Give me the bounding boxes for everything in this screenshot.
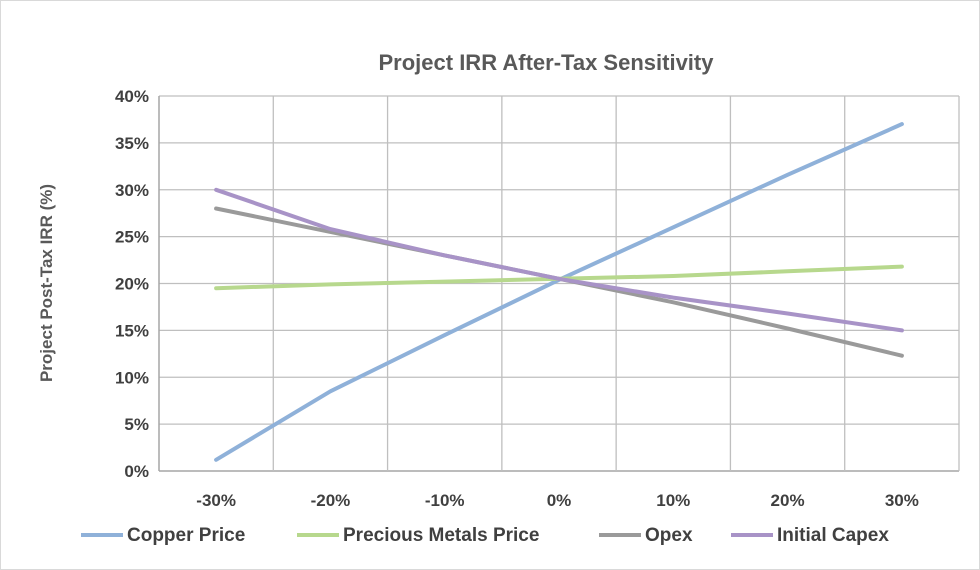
legend-item-initial-capex: Initial Capex <box>731 525 889 546</box>
y-tick-label: 5% <box>124 415 149 434</box>
y-tick-label: 10% <box>115 368 149 387</box>
x-tick-label: 20% <box>771 491 805 510</box>
legend-label: Opex <box>645 525 693 546</box>
x-tick-label: 10% <box>656 491 690 510</box>
y-tick-label: 35% <box>115 134 149 153</box>
legend-label: Initial Capex <box>777 525 889 546</box>
gridlines <box>158 95 960 472</box>
series-line-copper-price <box>214 122 904 462</box>
x-tick-labels: -30% -20% -10% 0% 10% 20% 30% <box>196 491 919 510</box>
series-line-initial-capex <box>214 187 904 333</box>
chart-title: Project IRR After-Tax Sensitivity <box>379 50 715 75</box>
x-tick-label: -20% <box>311 491 351 510</box>
y-axis-label: Project Post-Tax IRR (%) <box>37 184 56 382</box>
legend: Copper Price Precious Metals Price Opex Ini… <box>81 525 889 546</box>
legend-label: Copper Price <box>127 525 245 546</box>
y-tick-label: 40% <box>115 87 149 106</box>
legend-item-opex: Opex <box>599 525 693 546</box>
x-tick-label: 30% <box>885 491 919 510</box>
series-lines <box>214 122 904 462</box>
series-line-opex <box>214 206 904 358</box>
x-tick-label: -30% <box>196 491 236 510</box>
legend-item-precious-metals-price: Precious Metals Price <box>297 525 539 546</box>
y-tick-label: 15% <box>115 321 149 340</box>
y-tick-label: 30% <box>115 181 149 200</box>
y-tick-labels: 0% 5% 10% 15% 20% 25% 30% 35% 40% <box>115 87 149 481</box>
y-tick-label: 20% <box>115 275 149 294</box>
legend-label: Precious Metals Price <box>343 525 539 546</box>
legend-item-copper-price: Copper Price <box>81 525 245 546</box>
x-tick-label: 0% <box>547 491 572 510</box>
y-tick-label: 0% <box>124 462 149 481</box>
y-tick-label: 25% <box>115 228 149 247</box>
x-tick-label: -10% <box>425 491 465 510</box>
